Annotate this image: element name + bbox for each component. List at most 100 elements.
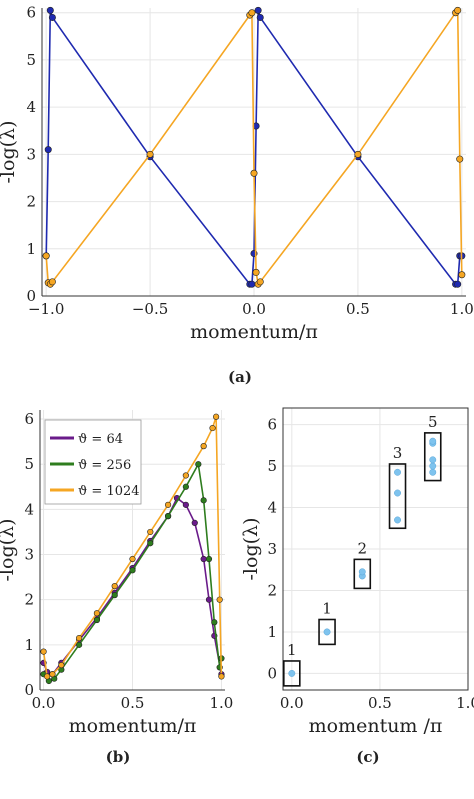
group-box-2 — [353, 558, 372, 590]
y-axis-label: -log(λ) — [0, 519, 18, 582]
group-box-3 — [388, 463, 407, 530]
data-point — [205, 555, 213, 563]
scatter-point — [429, 456, 437, 464]
scatter-point — [429, 462, 437, 470]
data-point — [191, 519, 198, 527]
data-point — [146, 150, 154, 158]
data-point — [48, 13, 56, 21]
data-point — [48, 278, 56, 286]
group-count-label: 3 — [393, 444, 403, 462]
legend-label-2: ϑ = 1024 — [78, 484, 140, 499]
group-count-label: 2 — [358, 539, 368, 557]
y-tick-label: 4 — [24, 500, 34, 518]
series-line-2 — [42, 416, 223, 678]
y-tick-label: 1 — [267, 623, 277, 641]
data-point — [248, 9, 256, 17]
data-point — [216, 596, 223, 603]
data-point — [254, 6, 262, 14]
x-tick-label: 0.0 — [32, 694, 56, 712]
data-point — [256, 13, 264, 21]
x-tick-label: 0.0 — [280, 694, 304, 712]
data-point — [129, 555, 136, 563]
scatter-point — [288, 669, 296, 677]
x-tick-label: 1.0 — [210, 694, 234, 712]
scatter-point — [394, 516, 401, 524]
caption-c: (c) — [356, 748, 379, 766]
data-point — [252, 268, 260, 276]
axes-frame — [282, 407, 469, 691]
data-point — [147, 528, 154, 536]
data-point — [200, 555, 207, 563]
data-point — [44, 673, 51, 680]
data-point — [248, 280, 256, 288]
scatter-point — [429, 468, 437, 476]
group-box-0 — [283, 660, 301, 687]
data-point — [93, 616, 101, 624]
data-point — [256, 278, 264, 286]
group-box-1 — [318, 618, 336, 646]
x-tick-label: 1.0 — [456, 694, 474, 712]
y-tick-label: 4 — [267, 499, 277, 517]
y-tick-label: 6 — [267, 416, 277, 434]
x-axis-label: momentum/π — [69, 715, 197, 737]
y-tick-label: 4 — [26, 98, 36, 116]
x-tick-label: 1.0 — [450, 300, 474, 318]
y-tick-label: 0 — [24, 681, 34, 699]
y-tick-label: 2 — [267, 581, 277, 599]
data-point — [354, 150, 362, 158]
data-point — [42, 252, 50, 260]
panel-a: −1.0 −0.5 0.0 0.5 1.0 0 1 2 3 4 5 6 momentum/π -log(λ… — [0, 4, 474, 343]
y-axis-label: -log(λ) — [0, 121, 19, 184]
data-point — [250, 169, 258, 177]
data-point — [182, 483, 189, 490]
y-tick-label: 3 — [24, 546, 34, 564]
y-tick-label: 5 — [24, 455, 34, 473]
data-point — [200, 497, 207, 504]
data-point — [49, 671, 56, 678]
scatter-point — [429, 437, 437, 445]
y-tick-label: 3 — [267, 540, 277, 558]
caption-a: (a) — [228, 368, 252, 386]
x-tick-label: 0.5 — [368, 694, 392, 712]
legend: ϑ = 64 ϑ = 256 ϑ = 1024 — [44, 419, 142, 505]
scatter-point — [394, 468, 401, 476]
scatter-point — [358, 568, 366, 576]
scatter-point — [323, 628, 331, 636]
x-axis-label: momentum /π — [309, 715, 443, 737]
group-count-label: 1 — [322, 600, 332, 618]
data-point — [129, 567, 136, 574]
x-tick-label: 0.5 — [121, 694, 145, 712]
data-point — [147, 540, 154, 547]
group-count-label: 1 — [287, 641, 297, 659]
y-tick-label: 1 — [26, 240, 36, 258]
data-point — [458, 271, 466, 279]
data-point — [209, 424, 216, 432]
data-point — [76, 634, 83, 642]
data-point — [182, 472, 189, 479]
y-tick-label: 2 — [24, 591, 34, 609]
y-tick-label: 5 — [267, 457, 277, 475]
data-point — [200, 443, 207, 450]
x-tick-label: 0.5 — [346, 300, 370, 318]
legend-label-1: ϑ = 256 — [78, 458, 131, 473]
y-tick-label: 1 — [24, 636, 34, 654]
data-point — [195, 461, 202, 468]
data-point — [93, 610, 101, 617]
scatter-point — [394, 489, 401, 497]
data-point — [40, 648, 47, 655]
data-point — [454, 6, 462, 14]
data-point — [76, 641, 83, 648]
group-box-4 — [423, 432, 442, 482]
x-tick-label: 0.0 — [242, 300, 266, 318]
data-point — [111, 583, 118, 590]
data-point — [111, 592, 118, 599]
x-tick-label: −0.5 — [132, 300, 168, 318]
y-tick-label: 5 — [26, 51, 36, 69]
caption-b: (b) — [106, 748, 131, 766]
data-point — [211, 619, 218, 626]
data-point — [213, 413, 220, 420]
data-point — [218, 673, 225, 680]
data-point — [44, 146, 52, 154]
